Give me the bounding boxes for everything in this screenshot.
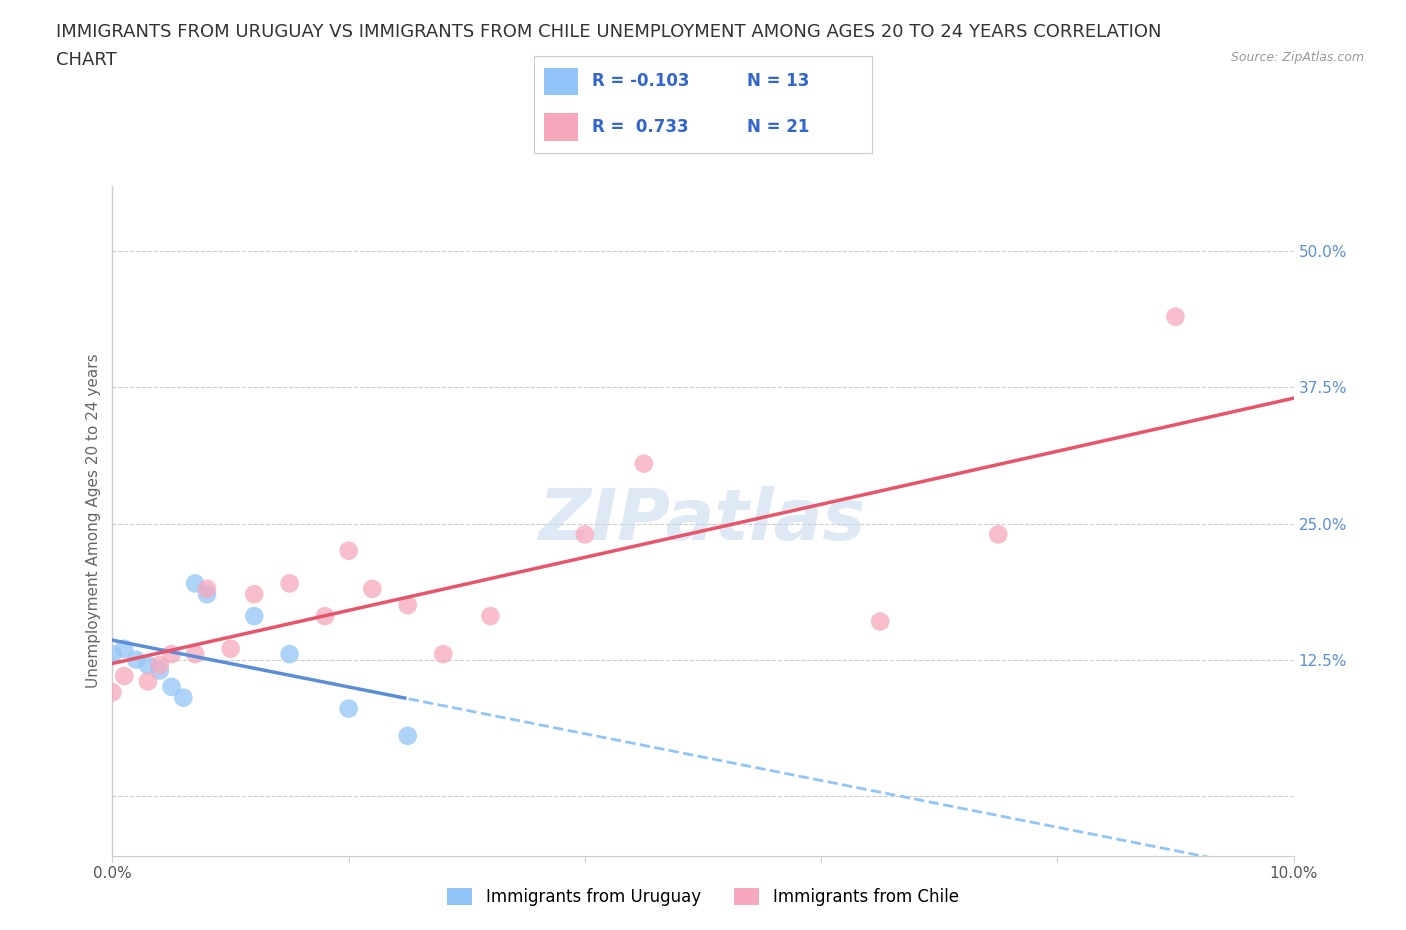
Text: N = 13: N = 13: [747, 73, 810, 90]
Text: R = -0.103: R = -0.103: [592, 73, 689, 90]
FancyBboxPatch shape: [544, 68, 578, 95]
Text: R =  0.733: R = 0.733: [592, 118, 689, 136]
Point: [337, 543, 360, 558]
Point: [184, 646, 207, 661]
Text: Source: ZipAtlas.com: Source: ZipAtlas.com: [1230, 51, 1364, 64]
Point: [396, 598, 419, 613]
Legend: Immigrants from Uruguay, Immigrants from Chile: Immigrants from Uruguay, Immigrants from…: [440, 881, 966, 912]
Point: [195, 587, 218, 602]
Point: [396, 728, 419, 743]
Text: N = 21: N = 21: [747, 118, 810, 136]
Point: [136, 658, 159, 672]
Point: [136, 674, 159, 689]
Point: [219, 642, 242, 657]
Point: [314, 608, 336, 623]
Text: CHART: CHART: [56, 51, 117, 69]
Point: [869, 614, 891, 629]
Point: [278, 576, 301, 591]
Point: [361, 581, 384, 596]
FancyBboxPatch shape: [544, 113, 578, 140]
Text: ZIPatlas: ZIPatlas: [540, 486, 866, 555]
Point: [243, 587, 266, 602]
Point: [101, 646, 124, 661]
Point: [278, 646, 301, 661]
Point: [149, 663, 172, 678]
Point: [149, 658, 172, 672]
Point: [1164, 309, 1187, 324]
Point: [112, 642, 135, 657]
Text: IMMIGRANTS FROM URUGUAY VS IMMIGRANTS FROM CHILE UNEMPLOYMENT AMONG AGES 20 TO 2: IMMIGRANTS FROM URUGUAY VS IMMIGRANTS FR…: [56, 23, 1161, 41]
Point: [479, 608, 502, 623]
Point: [172, 690, 194, 705]
Point: [987, 527, 1010, 542]
Point: [112, 669, 135, 684]
Point: [243, 608, 266, 623]
Point: [125, 652, 148, 667]
Point: [184, 576, 207, 591]
Point: [337, 701, 360, 716]
Point: [160, 680, 183, 695]
Point: [432, 646, 454, 661]
Point: [160, 646, 183, 661]
Point: [633, 457, 655, 472]
Point: [195, 581, 218, 596]
Point: [101, 684, 124, 699]
Y-axis label: Unemployment Among Ages 20 to 24 years: Unemployment Among Ages 20 to 24 years: [86, 353, 101, 688]
Point: [574, 527, 596, 542]
